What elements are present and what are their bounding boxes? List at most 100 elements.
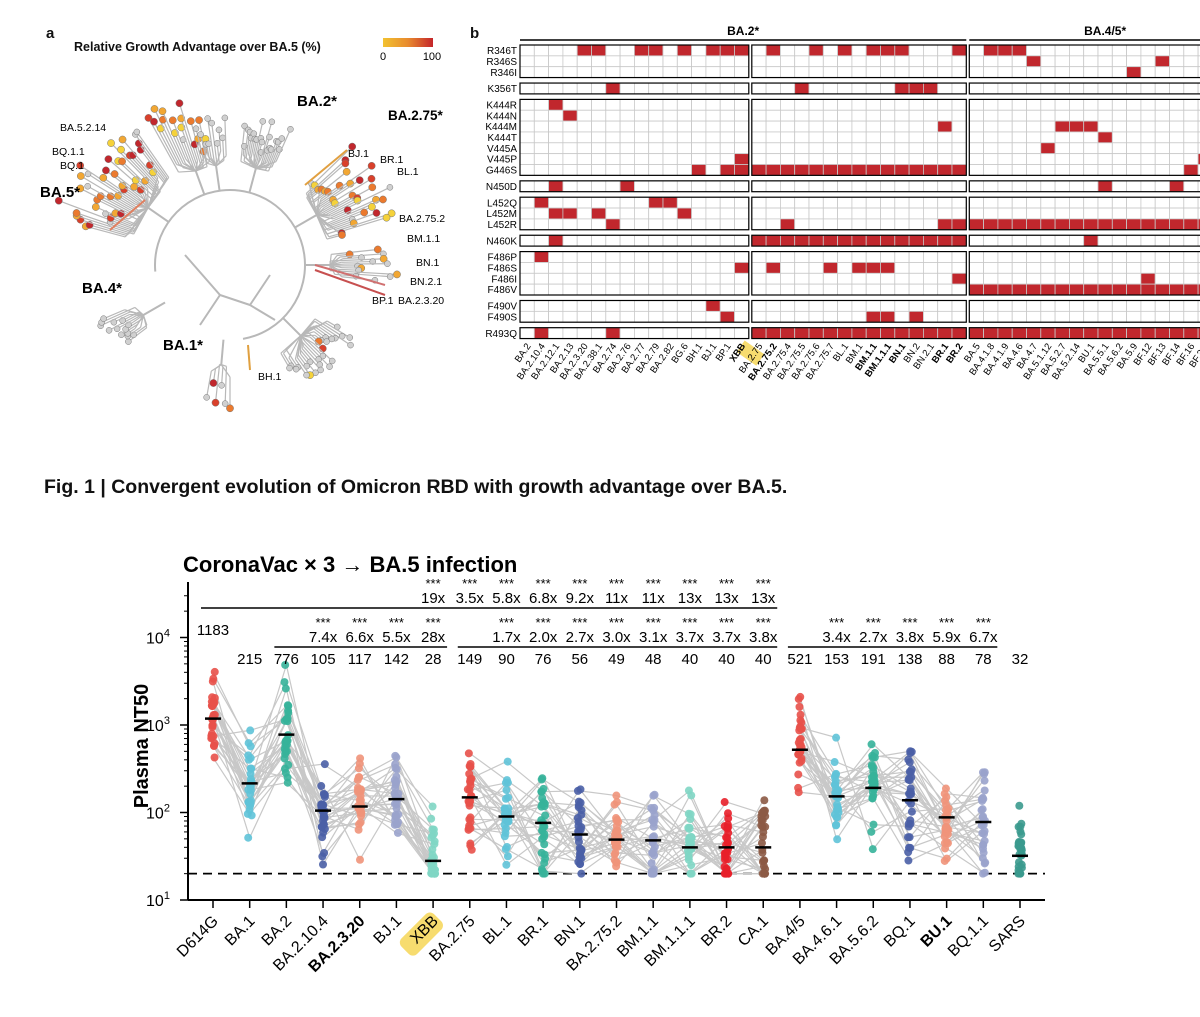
heatmap-cell — [1011, 109, 1027, 122]
heatmap-cell — [1069, 218, 1085, 231]
heatmap-cell — [1069, 272, 1085, 285]
tree-leaf — [208, 119, 215, 127]
tree-leaf — [91, 203, 100, 211]
heatmap-cell — [533, 109, 550, 122]
tree-branch — [180, 118, 198, 167]
heatmap-cell — [968, 142, 984, 155]
heatmap-block — [519, 251, 750, 296]
heatmap-cell — [1126, 207, 1142, 220]
heatmap-cell — [648, 251, 664, 263]
heatmap-cell — [865, 66, 881, 78]
heatmap-cell — [548, 283, 564, 296]
data-point — [539, 869, 548, 878]
heatmap-cell — [519, 180, 535, 193]
heatmap-cell — [1169, 196, 1185, 209]
heatmap-cell — [822, 153, 838, 165]
heatmap-cell — [1140, 310, 1156, 323]
data-point — [687, 791, 696, 800]
heatmap-cell — [605, 300, 621, 312]
tree-leaf — [379, 195, 387, 204]
data-point — [613, 826, 622, 835]
paired-line — [799, 766, 984, 874]
tree-leaf — [100, 315, 107, 322]
data-point — [502, 786, 511, 795]
heatmap-cell — [1169, 300, 1185, 312]
heatmap-cell — [908, 251, 924, 263]
heatmap-cell — [1026, 300, 1042, 312]
heatmap-cell — [922, 207, 939, 220]
heatmap-cell — [533, 66, 550, 78]
tree-leaf — [118, 135, 127, 144]
data-point — [612, 791, 621, 800]
heatmap-cell — [880, 180, 896, 193]
significance-label: *** — [682, 615, 697, 630]
significance-label: *** — [572, 615, 587, 630]
data-point — [757, 839, 766, 848]
heatmap-cell — [908, 262, 924, 274]
heatmap-cell — [894, 55, 910, 68]
heatmap-cell — [908, 218, 924, 231]
tree-backbone — [154, 189, 306, 340]
heatmap-cell — [1011, 218, 1027, 231]
data-point — [647, 859, 656, 868]
heatmap-cell — [1140, 120, 1156, 133]
heatmap-cell — [794, 153, 810, 165]
heatmap-cell — [1054, 44, 1070, 57]
heatmap-cell — [937, 310, 953, 323]
heatmap-cell — [1069, 66, 1085, 78]
heatmap-cell — [1011, 251, 1027, 263]
tree-leaf — [203, 394, 210, 401]
leaf-label: BJ.1 — [348, 148, 369, 160]
heatmap-cell — [937, 180, 953, 193]
heatmap-cell — [1111, 142, 1127, 155]
data-point — [649, 806, 658, 815]
significance-label: *** — [829, 615, 844, 630]
heatmap-cell — [562, 251, 578, 263]
heatmap-cell — [779, 327, 796, 339]
heatmap-cell — [562, 327, 578, 339]
significance-label: *** — [425, 576, 440, 591]
data-point — [246, 789, 255, 798]
heatmap-cell — [562, 142, 578, 155]
fold-change-label: 5.5x — [382, 629, 411, 646]
heatmap-cell — [591, 82, 607, 95]
highlight-branch — [314, 264, 386, 286]
heatmap-cell — [648, 272, 664, 285]
heatmap-cell — [808, 310, 824, 323]
heatmap-cell — [1083, 153, 1099, 165]
data-point — [428, 850, 437, 859]
tree-branch — [313, 325, 333, 340]
heatmap-cell — [719, 109, 735, 122]
heatmap-cell — [894, 262, 910, 274]
row-label: V445A — [487, 144, 517, 155]
heatmap-cell — [1083, 109, 1099, 122]
data-point — [940, 856, 949, 865]
heatmap-cell — [548, 218, 564, 231]
heatmap-cell — [1183, 164, 1199, 176]
heatmap-cell — [865, 55, 881, 68]
heatmap-cell — [1040, 131, 1056, 144]
tree-leaf — [347, 341, 354, 349]
heatmap-cell — [719, 82, 735, 95]
heatmap-cell — [880, 234, 896, 247]
paired-line — [799, 728, 984, 834]
heatmap-block — [968, 234, 1200, 247]
data-point — [284, 701, 293, 710]
data-point — [907, 807, 916, 816]
data-point — [686, 810, 695, 819]
heatmap-cell — [1097, 131, 1113, 144]
heatmap-cell — [1069, 131, 1085, 144]
tree-branch — [255, 166, 272, 170]
tree-branch — [315, 183, 351, 208]
heatmap-cell — [983, 109, 999, 122]
heatmap-cell — [851, 272, 867, 285]
heatmap-cell — [1183, 153, 1199, 165]
heatmap-cell — [880, 196, 896, 209]
data-point — [794, 750, 803, 759]
tree-leaf — [215, 126, 223, 134]
heatmap-cell — [808, 164, 824, 176]
heatmap-cell — [548, 44, 564, 57]
heatmap-cell — [779, 164, 796, 176]
leaf-label: BR.1 — [380, 154, 404, 166]
heatmap-cell — [562, 120, 578, 133]
